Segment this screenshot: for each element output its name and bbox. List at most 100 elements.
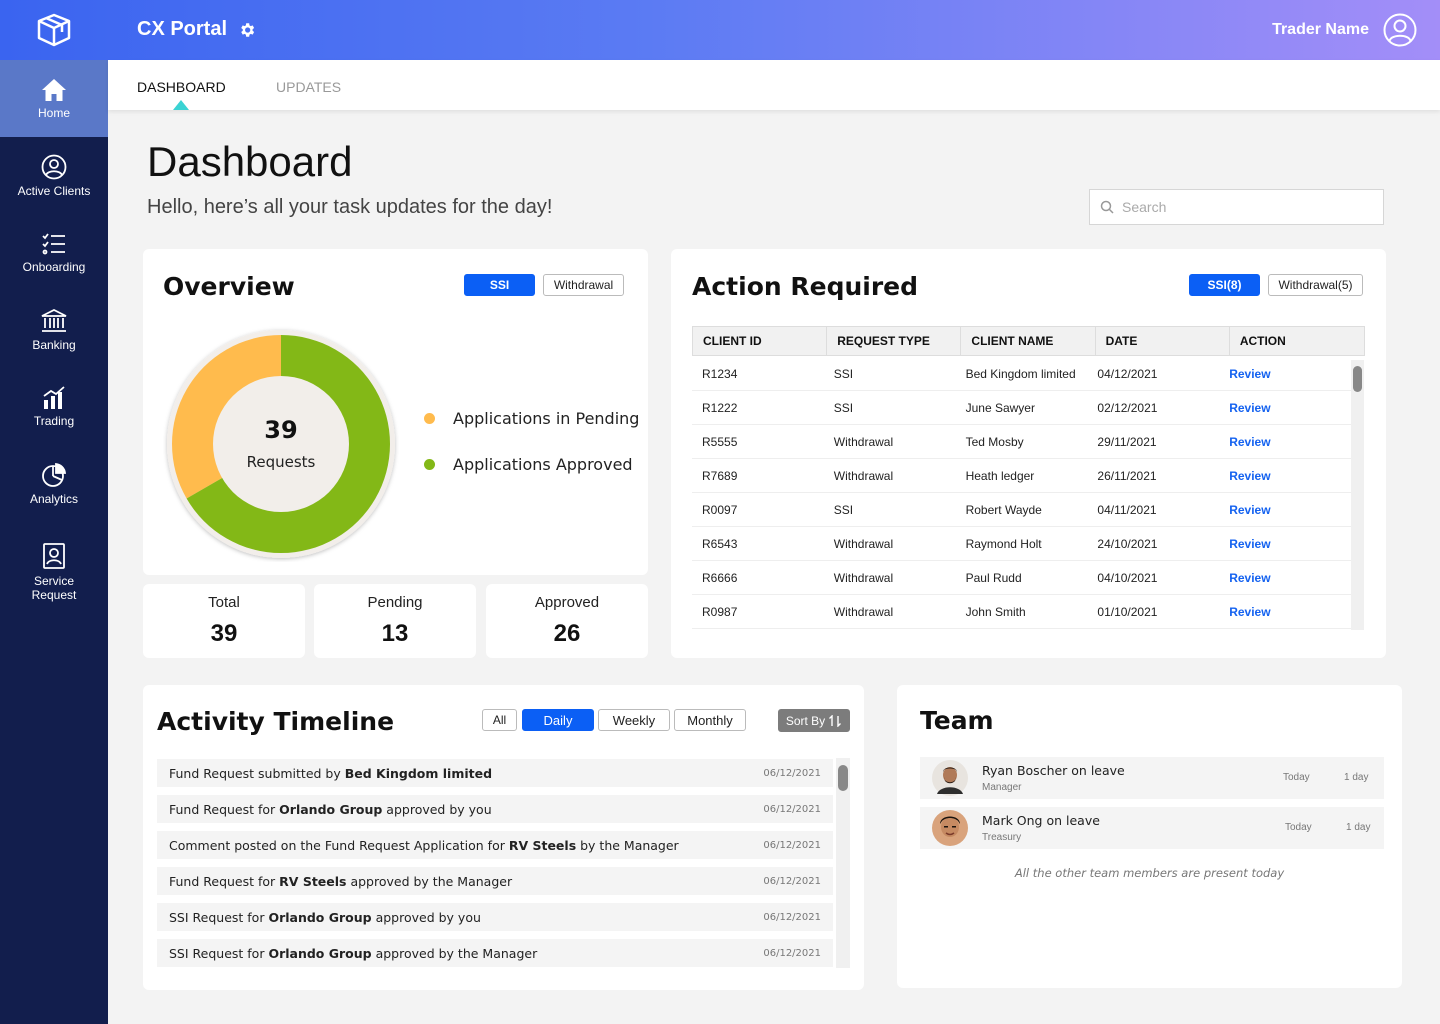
tab-dashboard[interactable]: DASHBOARD bbox=[137, 79, 226, 95]
table-cell: Withdrawal bbox=[833, 536, 894, 551]
sidebar-item-home[interactable]: Home bbox=[0, 60, 108, 137]
table-row[interactable]: R6543 Withdrawal Raymond Holt 24/10/2021 Rev… bbox=[692, 527, 1351, 561]
table-cell: Paul Rudd bbox=[965, 570, 1022, 585]
pending-dot bbox=[424, 413, 435, 424]
activity-item[interactable]: SSI Request for Orlando Group approved b… bbox=[157, 903, 833, 931]
review-link[interactable]: Review bbox=[1229, 570, 1271, 585]
column-header[interactable]: CLIENT ID bbox=[693, 327, 828, 355]
search-input[interactable] bbox=[1122, 199, 1372, 215]
table-row[interactable]: R1234 SSI Bed Kingdom limited 04/12/2021 Rev… bbox=[692, 357, 1351, 391]
review-link[interactable]: Review bbox=[1229, 604, 1271, 619]
team-member-row[interactable]: Mark Ong on leave Treasury Today 1 day bbox=[920, 807, 1384, 849]
table-cell: R6543 bbox=[702, 536, 738, 551]
table-cell: Raymond Holt bbox=[965, 536, 1042, 551]
scrollbar-thumb[interactable] bbox=[838, 765, 848, 791]
column-header[interactable]: ACTION bbox=[1239, 334, 1286, 348]
activity-item[interactable]: Comment posted on the Fund Request Appli… bbox=[157, 831, 833, 859]
review-link[interactable]: Review bbox=[1229, 468, 1271, 483]
sidebar-item-onboarding[interactable]: Onboarding bbox=[0, 214, 108, 291]
table-row[interactable]: R0987 Withdrawal John Smith 01/10/2021 Revie… bbox=[692, 595, 1351, 629]
team-member-name: Mark Ong on leave bbox=[982, 813, 1100, 828]
sidebar-item-label: Onboarding bbox=[22, 259, 86, 274]
action-title: Action Required bbox=[692, 272, 919, 301]
review-link[interactable]: Review bbox=[1229, 366, 1271, 381]
avatar bbox=[932, 810, 968, 846]
team-note: All the other team members are present t… bbox=[1014, 866, 1285, 880]
stat-total: Total 39 bbox=[143, 584, 305, 658]
table-cell: Withdrawal bbox=[833, 570, 894, 585]
table-row[interactable]: R5555 Withdrawal Ted Mosby 29/11/2021 Review bbox=[692, 425, 1351, 459]
filter-monthly-button[interactable]: Monthly bbox=[674, 709, 746, 731]
stat-approved: Approved 26 bbox=[486, 584, 648, 658]
activity-date: 06/12/2021 bbox=[763, 947, 821, 959]
donut-chart: 39 Requests bbox=[167, 330, 395, 558]
activity-item[interactable]: SSI Request for Orlando Group approved b… bbox=[157, 939, 833, 967]
table-cell: R6666 bbox=[702, 570, 738, 585]
table-cell: 02/12/2021 bbox=[1097, 400, 1158, 415]
table-cell: 24/10/2021 bbox=[1097, 536, 1158, 551]
table-cell: John Smith bbox=[965, 604, 1026, 619]
gear-icon[interactable] bbox=[238, 21, 256, 39]
team-member-row[interactable]: Ryan Boscher on leave Manager Today 1 da… bbox=[920, 757, 1384, 799]
table-row[interactable]: R0097 SSI Robert Wayde 04/11/2021 Review bbox=[692, 493, 1351, 527]
activity-item[interactable]: Fund Request submitted by Bed Kingdom li… bbox=[157, 759, 833, 787]
sidebar-item-trading[interactable]: Trading bbox=[0, 368, 108, 445]
sidebar-item-label: Trading bbox=[33, 413, 75, 428]
search-icon bbox=[1100, 200, 1114, 214]
review-link[interactable]: Review bbox=[1229, 536, 1271, 551]
filter-all-button[interactable]: All bbox=[482, 709, 517, 731]
overview-card: Overview SSI Withdrawal 39 Requests Appl… bbox=[143, 249, 648, 575]
table-cell: Ted Mosby bbox=[965, 434, 1024, 449]
filter-daily-button[interactable]: Daily bbox=[522, 709, 594, 731]
user-avatar-icon[interactable] bbox=[1383, 13, 1417, 47]
sort-by-label: Sort By bbox=[785, 713, 826, 728]
sidebar-item-analytics[interactable]: Analytics bbox=[0, 445, 108, 522]
scrollbar-thumb[interactable] bbox=[1353, 366, 1362, 392]
user-name[interactable]: Trader Name bbox=[1272, 21, 1369, 38]
ssi-button[interactable]: SSI bbox=[464, 274, 535, 296]
filter-weekly-button[interactable]: Weekly bbox=[598, 709, 670, 731]
table-row[interactable]: R7689 Withdrawal Heath ledger 26/11/2021 Rev… bbox=[692, 459, 1351, 493]
search-box[interactable] bbox=[1089, 189, 1384, 225]
column-header[interactable]: CLIENT NAME bbox=[961, 327, 1096, 355]
id-badge-icon bbox=[43, 543, 65, 569]
sidebar-item-service-request[interactable]: Service Request bbox=[0, 522, 108, 622]
stat-value: 39 bbox=[210, 620, 238, 647]
activity-item[interactable]: Fund Request for Orlando Group approved … bbox=[157, 795, 833, 823]
table-cell: SSI bbox=[833, 366, 854, 381]
review-link[interactable]: Review bbox=[1229, 502, 1271, 517]
table-cell: Heath ledger bbox=[965, 468, 1035, 483]
ssi-count-button[interactable]: SSI(8) bbox=[1189, 274, 1260, 296]
avatar bbox=[932, 760, 968, 796]
withdrawal-count-button[interactable]: Withdrawal(5) bbox=[1268, 274, 1363, 296]
bank-icon bbox=[41, 308, 67, 332]
stat-label: Approved bbox=[534, 594, 600, 611]
sidebar-item-banking[interactable]: Banking bbox=[0, 291, 108, 368]
activity-text: Fund Request submitted by Bed Kingdom li… bbox=[169, 765, 493, 781]
sidebar-item-active-clients[interactable]: Active Clients bbox=[0, 137, 108, 214]
withdrawal-button[interactable]: Withdrawal bbox=[543, 274, 624, 296]
bar-chart-icon bbox=[43, 385, 65, 409]
sort-by-button[interactable]: Sort By bbox=[778, 709, 850, 732]
stat-pending: Pending 13 bbox=[314, 584, 476, 658]
table-header: CLIENT ID REQUEST TYPE CLIENT NAME DATE … bbox=[692, 326, 1365, 356]
table-cell: R1222 bbox=[702, 400, 738, 415]
table-row[interactable]: R6666 Withdrawal Paul Rudd 04/10/2021 Review bbox=[692, 561, 1351, 595]
legend-pending: Applications in Pending bbox=[424, 409, 639, 428]
leave-duration: 1 day bbox=[1344, 772, 1369, 783]
sort-icon bbox=[829, 714, 842, 727]
review-link[interactable]: Review bbox=[1229, 434, 1271, 449]
column-header[interactable]: REQUEST TYPE bbox=[827, 327, 962, 355]
table-cell: 29/11/2021 bbox=[1097, 434, 1157, 449]
activity-scrollbar[interactable] bbox=[836, 758, 850, 968]
column-header[interactable]: DATE bbox=[1096, 327, 1230, 355]
review-link[interactable]: Review bbox=[1229, 400, 1271, 415]
activity-item[interactable]: Fund Request for RV Steels approved by t… bbox=[157, 867, 833, 895]
table-cell: 01/10/2021 bbox=[1097, 604, 1158, 619]
table-row[interactable]: R1222 SSI June Sawyer 02/12/2021 Review bbox=[692, 391, 1351, 425]
table-scrollbar[interactable] bbox=[1351, 360, 1364, 630]
team-title: Team bbox=[920, 706, 994, 735]
table-cell: Robert Wayde bbox=[965, 502, 1042, 517]
logo-icon[interactable] bbox=[0, 0, 108, 60]
tab-updates[interactable]: UPDATES bbox=[276, 79, 342, 95]
